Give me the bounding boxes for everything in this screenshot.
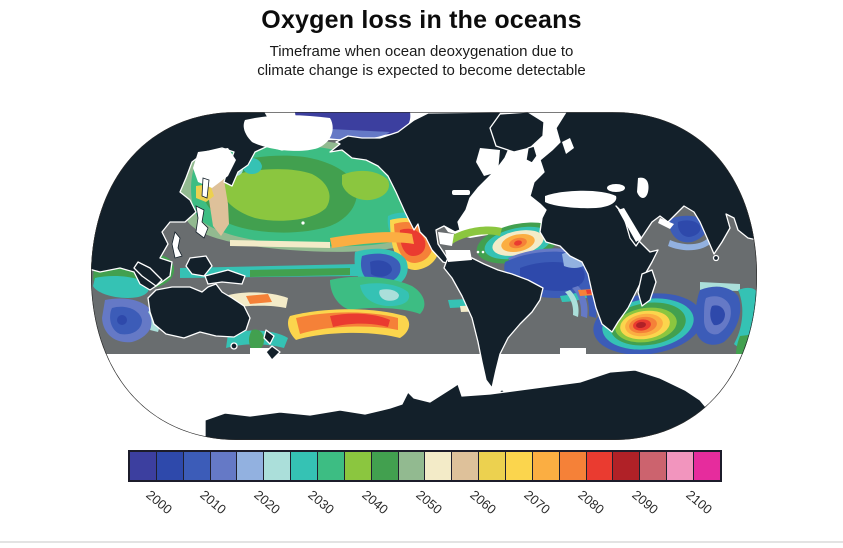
- colorbar-cell-12: [451, 452, 479, 480]
- land-new-zealand: [263, 329, 281, 361]
- sea-baltic: [562, 138, 574, 154]
- colorbar-cell-18: [612, 452, 640, 480]
- land-europe-africa-asia: [529, 112, 757, 333]
- land-south-america: [443, 255, 544, 389]
- region-south-pacific: [102, 276, 425, 351]
- subtitle-line-1: Timeframe when ocean deoxygenation due t…: [269, 43, 574, 60]
- colorbar-cell-17: [585, 452, 613, 480]
- land-madagascar: [637, 269, 657, 307]
- island-japan: [195, 205, 209, 239]
- land-sumatra: [133, 261, 163, 287]
- colorbar-cell-0: [130, 452, 156, 480]
- land-new-guinea: [204, 269, 246, 285]
- sea-caribbean: [445, 250, 472, 262]
- island-philippines: [171, 231, 183, 259]
- colorbar-cell-14: [505, 452, 532, 480]
- figure-header: Oxygen loss in the oceans Timeframe when…: [0, 6, 843, 80]
- colorbar-cell-4: [236, 452, 264, 480]
- sea-bering: [243, 115, 333, 151]
- sea-gulf-of-mexico: [438, 232, 454, 246]
- island-layer: [171, 177, 210, 259]
- colorbar-cell-21: [693, 452, 720, 480]
- colorbar-cell-1: [155, 452, 183, 480]
- colorbar-cell-8: [343, 452, 371, 480]
- marginal-seas-white: [193, 115, 674, 262]
- colorbar-cell-2: [182, 452, 210, 480]
- figure-subtitle: Timeframe when ocean deoxygenation due t…: [0, 42, 843, 80]
- lake-great-lakes: [452, 190, 470, 195]
- figure-title: Oxygen loss in the oceans: [261, 6, 582, 34]
- island-sakhalin: [201, 177, 210, 199]
- land-greenland: [489, 112, 545, 153]
- land-sri-lanka: [712, 254, 720, 262]
- colorbar-cell-15: [531, 452, 559, 480]
- sea-mediterranean: [545, 190, 617, 209]
- land-tasmania: [230, 342, 238, 350]
- colorbar-cell-10: [397, 452, 425, 480]
- land-antarctica: [204, 369, 711, 440]
- colorbar-cell-5: [263, 452, 291, 480]
- colorbar-cell-20: [666, 452, 694, 480]
- colorbar-cell-6: [290, 452, 318, 480]
- land-britain: [525, 145, 538, 164]
- page-bottom-edge: [0, 541, 843, 543]
- colorbar-cell-9: [370, 452, 398, 480]
- colorbar-cell-13: [478, 452, 506, 480]
- land-australia: [147, 283, 251, 339]
- sea-hudson-bay: [476, 148, 500, 176]
- subtitle-line-2: climate change is expected to become det…: [257, 62, 586, 79]
- colorbar-cell-3: [209, 452, 237, 480]
- land-borneo: [185, 255, 213, 277]
- colorbar-cell-16: [558, 452, 586, 480]
- sea-persian-gulf: [658, 218, 674, 229]
- colorbar-cell-19: [639, 452, 667, 480]
- sea-red: [618, 208, 642, 242]
- colorbar: [128, 450, 722, 482]
- colorbar-cell-11: [424, 452, 452, 480]
- sea-black: [607, 184, 625, 192]
- colorbar-cell-7: [317, 452, 344, 480]
- sea-caspian: [637, 177, 649, 198]
